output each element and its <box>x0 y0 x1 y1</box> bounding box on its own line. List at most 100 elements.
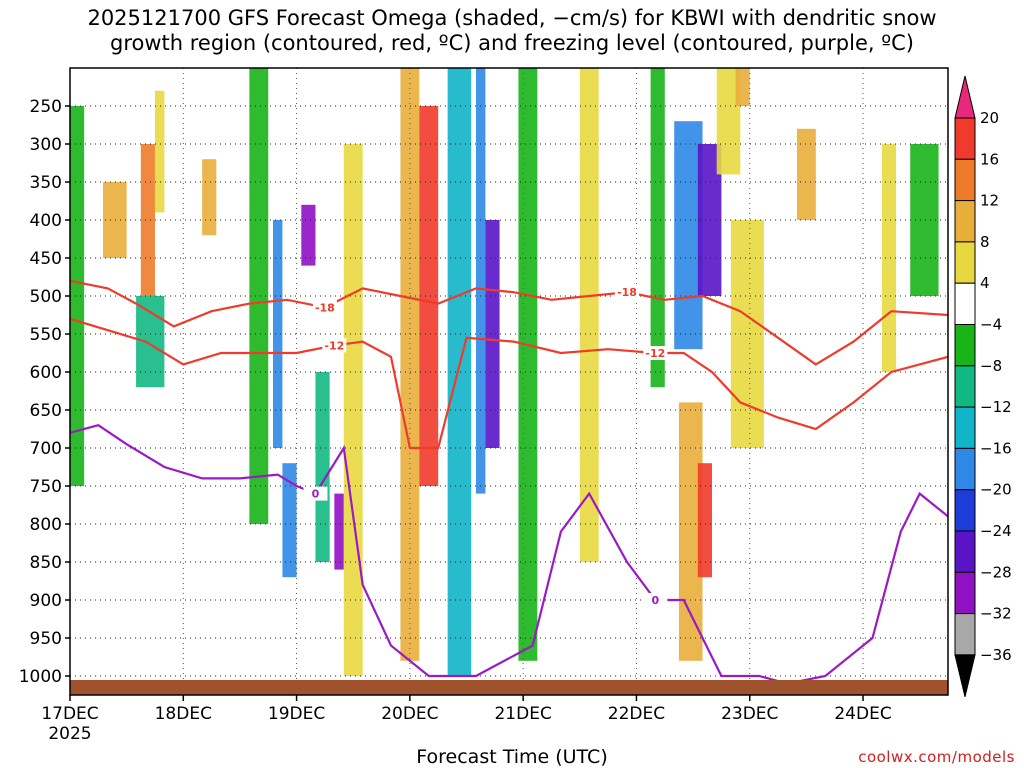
y-tick-label-950: 950 <box>30 629 62 649</box>
omega-cell-8 <box>282 463 297 578</box>
y-tick-label-450: 450 <box>30 249 62 269</box>
colorbar-bottom-arrow <box>954 654 976 698</box>
colorbar-swatch-10 <box>954 489 976 532</box>
omega-cell-19 <box>579 68 599 562</box>
omega-cell-30 <box>910 144 939 296</box>
colorbar-swatch-11 <box>954 530 976 573</box>
omega-cell-0 <box>70 106 85 486</box>
y-tick-label-550: 550 <box>30 325 62 345</box>
chart-title-line-2: growth region (contoured, red, ºC) and f… <box>110 31 914 55</box>
contour-label-bg-1-0 <box>322 338 347 353</box>
omega-cell-20 <box>650 68 665 388</box>
y-tick-label-250: 250 <box>30 97 62 117</box>
omega-cell-9 <box>301 204 316 266</box>
omega-cell-28 <box>796 128 816 220</box>
omega-cell-14 <box>419 106 439 486</box>
colorbar-label-3: 8 <box>980 233 990 251</box>
omega-cell-6 <box>249 68 269 524</box>
colorbar-label-10: −24 <box>980 522 1012 540</box>
colorbar-top-arrow <box>954 75 976 119</box>
omega-cell-15 <box>447 68 472 676</box>
contour-line-1 <box>70 317 948 450</box>
omega-cell-2 <box>140 144 155 296</box>
omega-cell-7 <box>272 220 283 448</box>
x-tick-label-4: 21DEC <box>494 704 551 724</box>
x-tick-label-7: 24DEC <box>834 704 891 724</box>
contour-line-0 <box>70 279 948 366</box>
contour-label-bg-1-1 <box>643 346 668 360</box>
x-axis-label: Forecast Time (UTC) <box>416 746 608 768</box>
colorbar-label-11: −28 <box>980 563 1012 581</box>
colorbar-swatch-13 <box>954 613 976 656</box>
contour-label-0-0: -18 <box>315 301 335 314</box>
omega-cell-18 <box>518 68 538 661</box>
contour-label-bg-0-0 <box>312 300 337 315</box>
colorbar-label-2: 12 <box>980 192 999 210</box>
omega-cell-1 <box>103 182 127 258</box>
y-tick-label-750: 750 <box>30 477 62 497</box>
x-tick-label-1: 18DEC <box>155 704 212 724</box>
colorbar-swatch-4 <box>954 241 976 284</box>
y-tick-label-350: 350 <box>30 173 62 193</box>
watermark-text: coolwx.com/models <box>858 748 1015 766</box>
contour-line-2 <box>70 424 948 685</box>
omega-cell-24 <box>697 463 712 578</box>
y-tick-label-850: 850 <box>30 553 62 573</box>
omega-cell-25 <box>716 68 741 175</box>
colorbar-swatch-2 <box>954 158 976 202</box>
grid-lines <box>70 68 948 695</box>
omega-cell-13 <box>400 68 420 661</box>
colorbar-label-6: −8 <box>980 357 1002 375</box>
colorbar-label-0: 20 <box>980 109 999 127</box>
x-year-label: 2025 <box>48 724 91 744</box>
temperature-contours: -18 -18 -12 -12 0 0 <box>70 279 948 685</box>
omega-cell-12 <box>343 144 363 676</box>
terrain-strip <box>70 680 948 695</box>
colorbar-swatch-1 <box>954 117 976 160</box>
colorbar-swatch-8 <box>954 406 976 449</box>
x-tick-label-0: 17DEC <box>41 704 98 724</box>
colorbar-label-8: −16 <box>980 439 1012 457</box>
contour-label-1-0: -12 <box>324 339 344 352</box>
colorbar-label-9: −20 <box>980 481 1012 499</box>
omega-cell-17 <box>485 220 500 448</box>
y-tick-label-900: 900 <box>30 591 62 611</box>
colorbar-label-12: −32 <box>980 605 1012 623</box>
contour-label-0-1: -18 <box>617 286 637 299</box>
omega-cell-11 <box>334 493 344 570</box>
colorbar-label-5: −4 <box>980 316 1002 334</box>
omega-cell-26 <box>735 68 750 106</box>
colorbar-label-1: 16 <box>980 150 999 168</box>
y-tick-label-700: 700 <box>30 439 62 459</box>
omega-cell-10 <box>315 372 330 562</box>
x-tick-label-3: 20DEC <box>381 704 438 724</box>
plot-frame <box>69 67 949 696</box>
contour-label-1-1: -12 <box>645 347 665 360</box>
y-tick-label-1000: 1000 <box>19 667 62 687</box>
y-tick-label-650: 650 <box>30 401 62 421</box>
x-tick-label-5: 22DEC <box>608 704 665 724</box>
omega-cell-4 <box>136 296 165 388</box>
axes: 250 300 350 400 450 500 550 600 650 700 750 800 850 9… <box>19 97 892 744</box>
colorbar-swatch-12 <box>954 571 976 615</box>
y-tick-label-400: 400 <box>30 211 62 231</box>
y-tick-label-800: 800 <box>30 515 62 535</box>
colorbar-swatch-9 <box>954 447 976 491</box>
colorbar-label-7: −12 <box>980 398 1012 416</box>
colorbar-swatch-3 <box>954 200 976 243</box>
chart-title-line-1: 2025121700 GFS Forecast Omega (shaded, −… <box>87 6 937 30</box>
omega-cell-5 <box>202 159 217 236</box>
contour-label-2-0: 0 <box>312 488 320 501</box>
contour-label-bg-2-0 <box>303 486 328 501</box>
contour-label-bg-2-1 <box>643 593 668 607</box>
x-tick-label-2: 19DEC <box>268 704 325 724</box>
y-tick-label-500: 500 <box>30 287 62 307</box>
colorbar: 20 16 12 8 4 −4 −8 −12 −16 −20 −24 −28 −32 −36 <box>954 75 1012 698</box>
y-tick-label-300: 300 <box>30 135 62 155</box>
colorbar-swatch-6 <box>954 324 976 367</box>
colorbar-swatch-7 <box>954 365 976 408</box>
colorbar-swatch-5 <box>954 282 976 326</box>
contour-label-bg-0-1 <box>615 285 640 300</box>
contour-label-2-1: 0 <box>652 594 660 607</box>
